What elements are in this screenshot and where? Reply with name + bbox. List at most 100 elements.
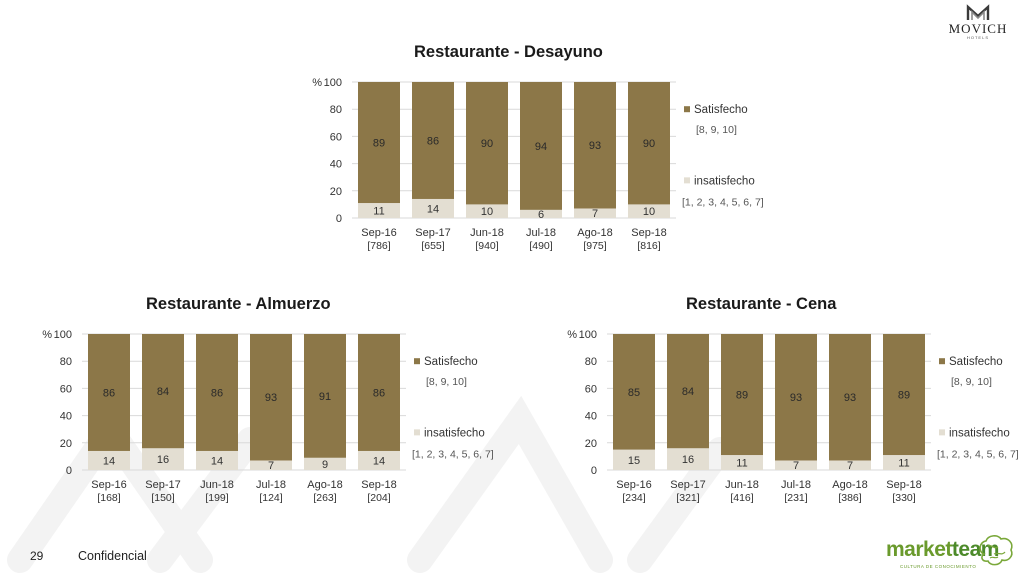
legend-note-insatisfecho: [1, 2, 3, 4, 5, 6, 7] [937,448,1019,460]
bar-insatisfecho [358,450,400,470]
y-tick-label: 40 [330,159,342,171]
y-tick-label: 60 [60,383,72,395]
x-tick-label: Sep-18 [631,227,666,239]
bar-insatisfecho [667,448,709,470]
marketteam-logo-text: marketteam [886,538,999,562]
bar-insatisfecho [613,449,655,470]
y-tick-label: 20 [60,438,72,450]
legend-swatch-insatisfecho [939,429,945,436]
x-base-label: [416] [730,492,753,504]
data-label-satisfecho: 93 [265,392,277,404]
bar-satisfecho [628,82,670,205]
x-tick-label: Jul-18 [526,227,556,239]
bar-insatisfecho [250,460,292,470]
y-tick-label: 40 [60,411,72,423]
chart-desayuno: 0 20 40 60 80 100% 11 89 Sep-16[786] 14 86 Sep-17[6… [312,77,764,252]
data-label-satisfecho: 90 [643,138,655,150]
x-base-label: [786] [367,240,390,252]
bar-satisfecho [304,334,346,458]
movich-hotels-logo: MOVICH HOTELS [938,4,1018,44]
page-number: 29 [30,549,44,563]
bar-satisfecho [667,334,709,449]
legend-swatch-satisfecho [414,358,420,365]
y-tick-label: 100 [324,77,342,89]
bar-satisfecho [412,82,454,199]
bar-satisfecho [883,334,925,456]
data-label-satisfecho: 86 [211,387,223,399]
movich-emblem-icon [966,4,990,20]
legend-label-insatisfecho: insatisfecho [424,427,485,439]
legend-note-satisfecho: [8, 9, 10] [426,376,467,388]
x-base-label: [263] [313,492,336,504]
y-tick-label: 40 [585,411,597,423]
data-label-insatisfecho: 7 [268,460,274,472]
data-label-satisfecho: 86 [427,135,439,147]
x-tick-label: Sep-18 [361,479,396,491]
bar-satisfecho [520,82,562,210]
y-tick-label: 60 [585,383,597,395]
x-tick-label: Sep-16 [91,479,126,491]
legend-swatch-insatisfecho [414,429,420,436]
brain-icon [979,535,1013,566]
x-base-label: [234] [622,492,645,504]
x-base-label: [150] [151,492,174,504]
bar-insatisfecho [412,198,454,218]
data-label-satisfecho: 89 [736,390,748,402]
y-tick-label: 0 [591,465,597,477]
chart-title-desayuno: Restaurante - Desayuno [414,43,603,61]
data-label-insatisfecho: 10 [643,206,655,218]
legend-label-satisfecho: Satisfecho [949,356,1003,368]
marketteam-logo-text-market: market [886,538,952,561]
legend-note-insatisfecho: [1, 2, 3, 4, 5, 6, 7] [682,196,764,208]
data-label-insatisfecho: 14 [373,455,385,467]
bar-satisfecho [613,334,655,450]
data-label-satisfecho: 93 [844,392,856,404]
x-base-label: [231] [784,492,807,504]
y-tick-label: 80 [60,356,72,368]
bar-insatisfecho [520,209,562,218]
x-base-label: [204] [367,492,390,504]
bar-insatisfecho [196,450,238,470]
bar-insatisfecho [88,450,130,470]
y-tick-label: 100 [54,329,72,341]
legend-label-satisfecho: Satisfecho [424,356,478,368]
bar-satisfecho [358,334,400,451]
bar-satisfecho [142,334,184,449]
x-base-label: [330] [892,492,915,504]
marketteam-logo-text-team: team [951,538,1000,561]
x-tick-label: Jun-18 [470,227,504,239]
data-label-insatisfecho: 11 [736,458,747,470]
x-tick-label: Jul-18 [781,479,811,491]
data-label-insatisfecho: 9 [322,459,328,471]
x-tick-label: Sep-17 [415,227,450,239]
marketteam-logo-tagline: CULTURA DE CONOCIMIENTO [900,564,977,569]
bar-insatisfecho [721,455,763,470]
x-tick-label: Jun-18 [200,479,234,491]
data-label-insatisfecho: 10 [481,206,493,218]
data-label-satisfecho: 85 [628,387,640,399]
data-label-insatisfecho: 7 [592,208,598,220]
bar-insatisfecho [142,448,184,470]
x-tick-label: Jul-18 [256,479,286,491]
x-base-label: [816] [637,240,660,252]
y-tick-label: 80 [330,104,342,116]
x-base-label: [386] [838,492,861,504]
x-tick-label: Sep-17 [670,479,705,491]
y-tick-label: 0 [336,213,342,225]
legend-label-insatisfecho: insatisfecho [949,427,1010,439]
bar-insatisfecho [304,457,346,470]
bar-satisfecho [358,82,400,204]
x-base-label: [321] [676,492,699,504]
data-label-insatisfecho: 16 [157,454,169,466]
x-base-label: [124] [259,492,282,504]
bar-satisfecho [721,334,763,456]
x-tick-label: Sep-18 [886,479,921,491]
data-label-satisfecho: 86 [103,387,115,399]
movich-logo-text: MOVICH [948,21,1008,36]
bar-insatisfecho [574,208,616,218]
legend-swatch-satisfecho [939,358,945,365]
chart-almuerzo: 020406080100%1486Sep-16[168]1684Sep-17[1… [42,329,494,504]
data-label-satisfecho: 89 [373,138,385,150]
bar-satisfecho [466,82,508,205]
y-tick-label: 100 [579,329,597,341]
